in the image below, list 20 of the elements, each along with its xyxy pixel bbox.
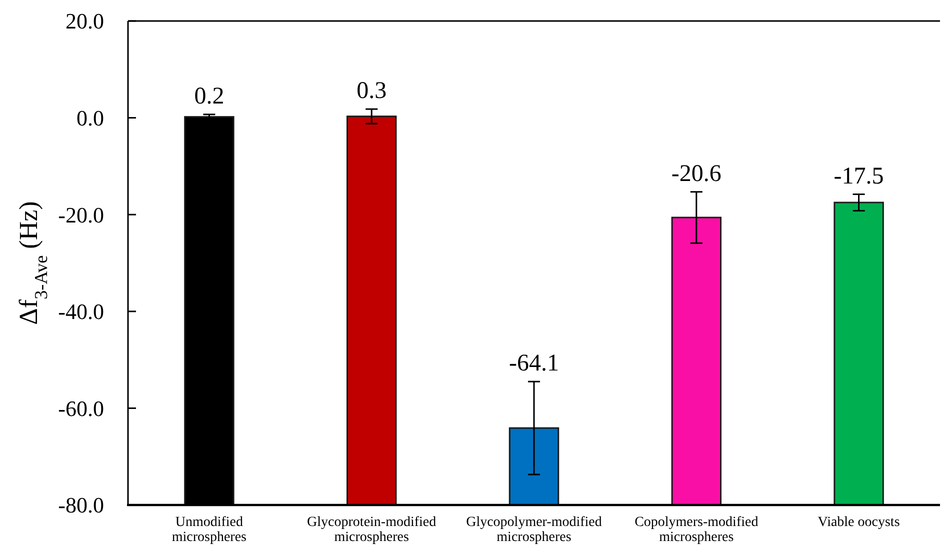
data-label: -17.5 [834, 163, 884, 190]
bar [834, 202, 884, 506]
x-tick-label: Glycopolymer-modified microspheres [466, 515, 602, 545]
x-tick-label: Viable oocysts [818, 515, 900, 530]
data-label: 0.3 [356, 78, 387, 104]
y-tick-label: 0.0 [76, 106, 104, 130]
data-label: -64.1 [509, 350, 559, 377]
bar [346, 116, 397, 506]
bar [508, 427, 560, 506]
y-tick-label: 20.0 [66, 8, 104, 34]
data-label: 0.2 [194, 83, 224, 110]
y-tick-label: -80.0 [58, 492, 104, 518]
y-tick-label: -40.0 [58, 299, 104, 324]
bar [671, 216, 722, 506]
y-tick-label: -20.0 [58, 202, 104, 228]
data-label: -20.6 [671, 160, 722, 187]
x-tick-label: Copolymers-modified microspheres [634, 515, 758, 545]
x-tick-label: Glycoprotein-modified microspheres [307, 515, 436, 545]
y-tick-label: -60.0 [58, 396, 104, 421]
x-tick-label: Unmodified microspheres [172, 515, 247, 545]
